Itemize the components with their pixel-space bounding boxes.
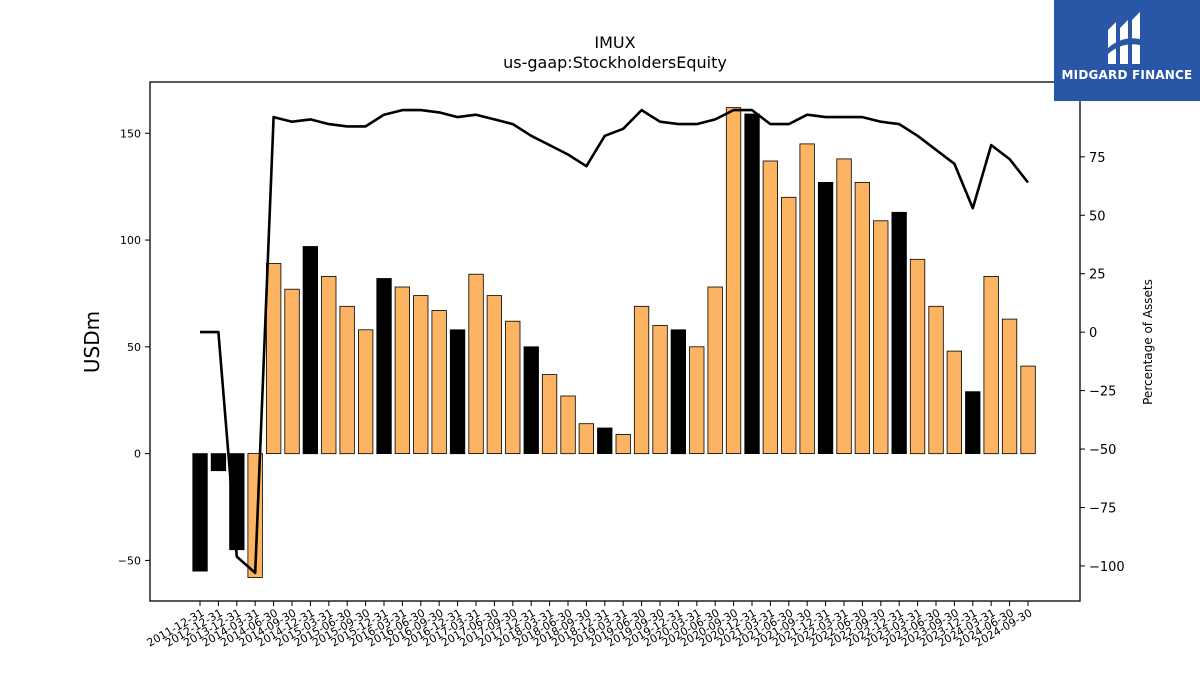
- bar-2022-09-30: [873, 220, 889, 455]
- bar-2019-03-31: [615, 433, 631, 454]
- percentage-of-assets-line: [200, 108, 1030, 575]
- y2-tick-label: −25: [1089, 385, 1116, 400]
- bar-2017-06-30: [486, 295, 503, 455]
- bars-group: [192, 107, 1036, 578]
- bar-2019-06-30: [633, 305, 650, 455]
- midgard-finance-logo: MIDGARD FINANCE: [1054, 0, 1200, 101]
- bar-2016-09-30: [431, 310, 447, 455]
- y2-tick-label: −75: [1089, 501, 1116, 516]
- y2-tick-label: −50: [1089, 443, 1116, 458]
- y-tick-label: 100: [120, 234, 141, 247]
- line-group: [200, 108, 1030, 575]
- bar-2017-12-31: [523, 346, 539, 454]
- bar-2014-12-31: [302, 246, 319, 455]
- bar-2018-06-30: [560, 395, 576, 455]
- bar-2012-12-31: [210, 453, 227, 472]
- bar-2022-03-31: [836, 158, 852, 455]
- bar-2021-03-31: [762, 160, 778, 455]
- bar-2016-12-31: [449, 329, 466, 455]
- y-axis-label: USDm: [80, 311, 104, 373]
- bar-2020-09-30: [725, 107, 742, 454]
- y-tick-label: 0: [134, 448, 141, 461]
- y2-tick-label: 0: [1089, 326, 1097, 341]
- bar-2024-09-30: [1020, 365, 1036, 455]
- y2-tick-label: 25: [1089, 268, 1106, 283]
- bar-2021-09-30: [799, 143, 815, 455]
- bar-2021-06-30: [781, 196, 797, 454]
- chart-title: IMUX: [594, 33, 635, 52]
- bar-2021-12-31: [817, 181, 834, 455]
- bar-2014-09-30: [284, 288, 300, 455]
- bar-2015-06-30: [339, 305, 355, 455]
- bar-2023-09-30: [946, 350, 962, 455]
- y-axis-left: −50 0 50 100 150: [118, 127, 150, 567]
- bar-2018-12-31: [597, 427, 613, 455]
- bar-2018-03-31: [541, 374, 558, 455]
- y2-tick-label: 75: [1089, 151, 1106, 166]
- bar-2020-03-31: [689, 346, 705, 454]
- y-tick-label: 50: [127, 341, 141, 354]
- logo-text: MIDGARD FINANCE: [1061, 68, 1193, 82]
- bar-2011-12-31: [192, 453, 208, 572]
- bar-2023-03-31: [909, 258, 926, 455]
- bar-2023-12-31: [965, 391, 981, 455]
- bar-2015-12-31: [376, 278, 392, 455]
- y-tick-label: 150: [120, 127, 141, 140]
- bar-2017-03-31: [468, 273, 484, 455]
- bar-2024-06-30: [1001, 318, 1018, 455]
- chart-subtitle: us-gaap:StockholdersEquity: [503, 53, 727, 72]
- bar-2015-03-31: [321, 275, 337, 455]
- y2-tick-label: −100: [1089, 560, 1125, 575]
- bar-2014-06-30: [265, 263, 282, 455]
- bar-2022-12-31: [891, 211, 907, 455]
- bar-2020-12-31: [744, 113, 760, 455]
- y-axis-right: −100 −75 −50 −25 0 25 50 75: [1080, 151, 1125, 575]
- bar-2022-06-30: [854, 181, 870, 455]
- bar-2015-09-30: [357, 329, 374, 455]
- y-tick-label: −50: [118, 554, 141, 567]
- bar-2019-09-30: [652, 325, 668, 455]
- bar-2024-03-31: [983, 275, 999, 455]
- plot-frame: [149, 81, 1081, 602]
- x-axis: 2011-12-312012-12-312013-12-312014-03-31…: [145, 601, 1035, 650]
- bar-2018-09-30: [578, 423, 594, 455]
- midgard-logo-icon: [1108, 12, 1144, 64]
- bar-2023-06-30: [928, 305, 944, 455]
- bar-2016-03-31: [394, 286, 411, 455]
- bar-2019-12-31: [670, 329, 686, 455]
- bar-2020-06-30: [707, 286, 723, 455]
- y2-tick-label: 50: [1089, 209, 1106, 224]
- bar-2016-06-30: [413, 295, 429, 455]
- y2-axis-label: Percentage of Assets: [1141, 279, 1155, 405]
- bar-2017-09-30: [505, 320, 521, 455]
